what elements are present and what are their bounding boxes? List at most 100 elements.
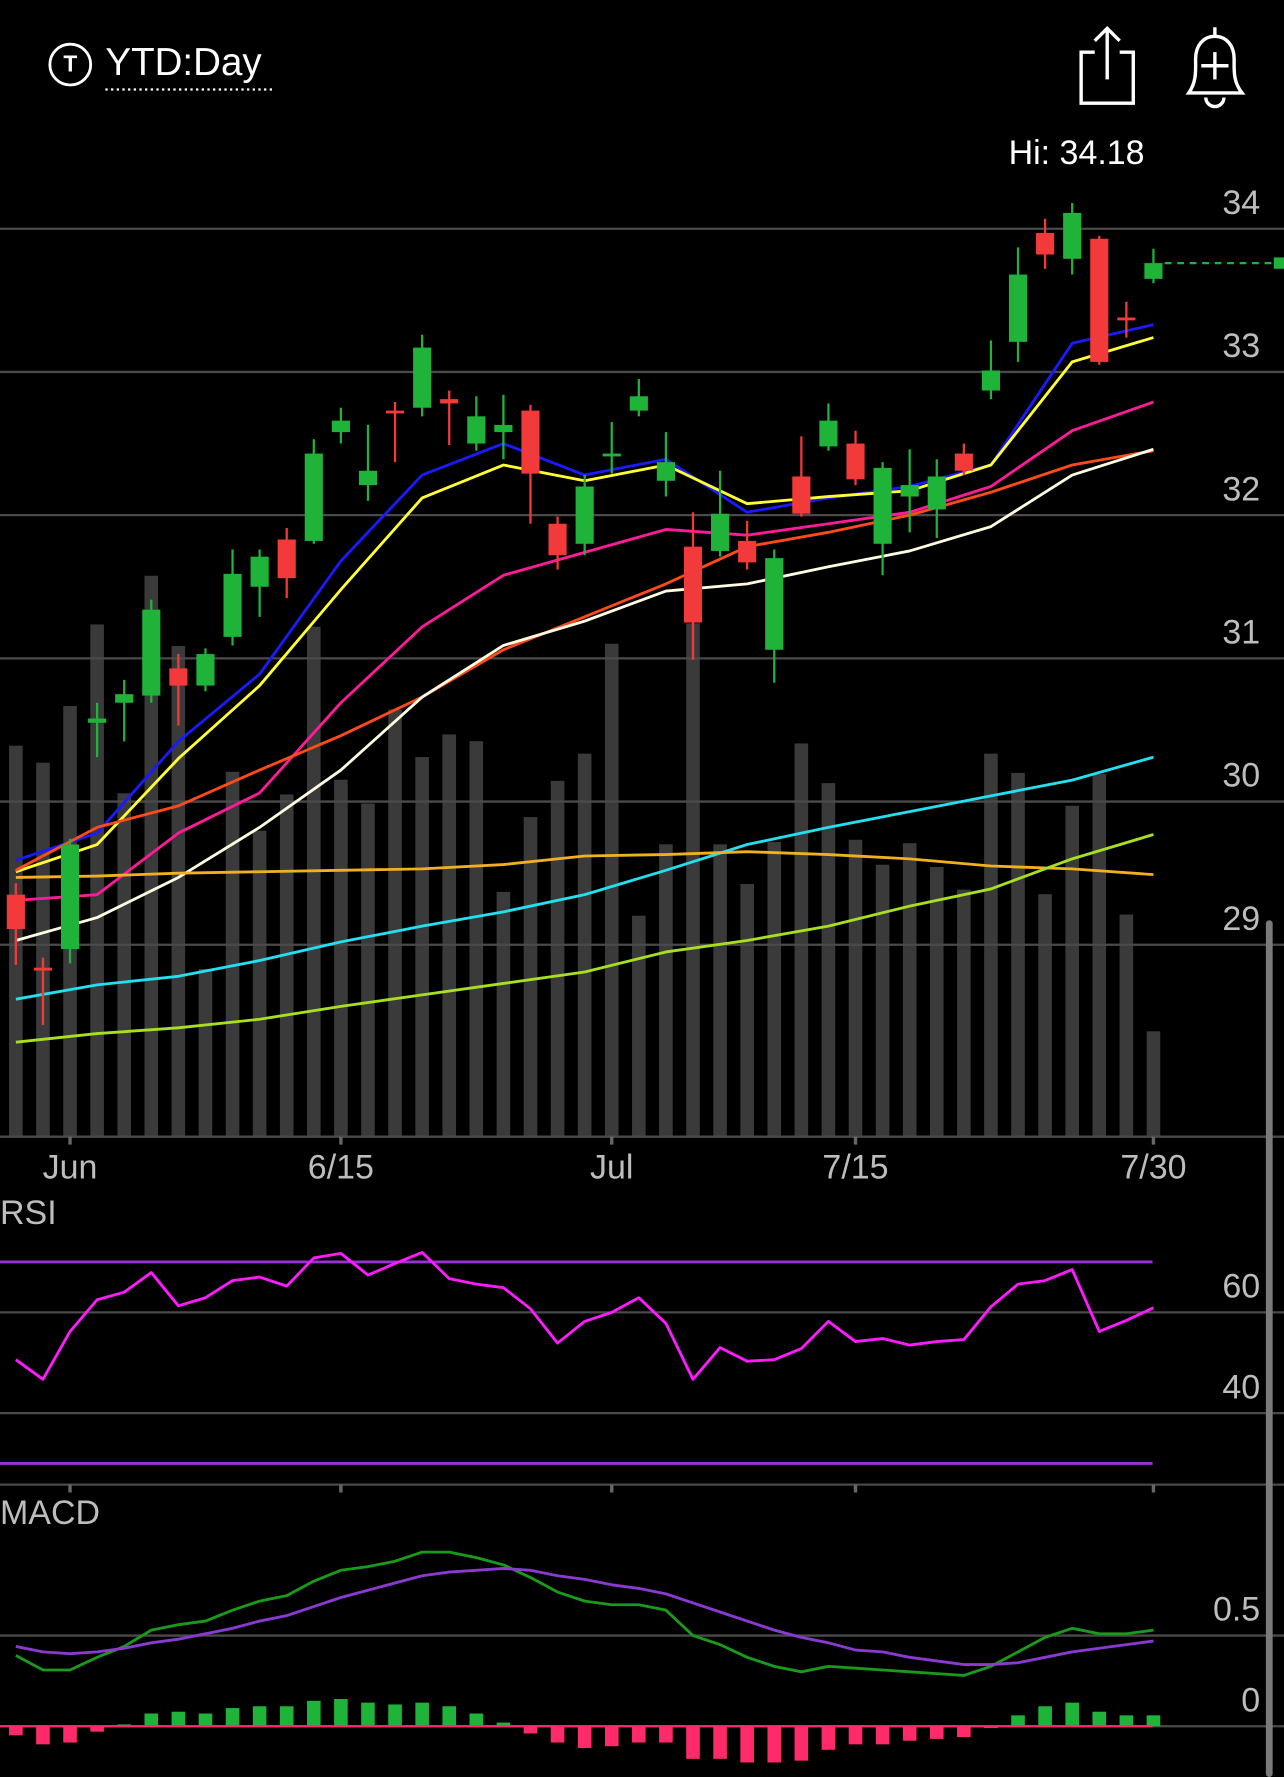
volume-bar xyxy=(767,842,782,1137)
candle-body xyxy=(1117,317,1136,321)
histogram-bar xyxy=(957,1726,971,1738)
volume-bar xyxy=(821,783,836,1137)
histogram-bar xyxy=(1065,1702,1079,1727)
histogram-bar xyxy=(794,1726,809,1761)
volume-bar xyxy=(496,891,511,1137)
histogram-bar xyxy=(713,1726,727,1759)
volume-bar xyxy=(442,734,457,1137)
volume-bar xyxy=(713,844,727,1137)
histogram-bar xyxy=(388,1704,402,1727)
candle-body xyxy=(142,609,161,696)
moving-average-line xyxy=(15,447,1154,942)
histogram-bar xyxy=(171,1711,186,1727)
y-tick-label: 29 xyxy=(1222,900,1260,938)
candle-body xyxy=(440,399,459,404)
histogram-bar xyxy=(577,1726,592,1748)
volume-bar xyxy=(415,757,429,1137)
candle-body xyxy=(88,718,107,723)
histogram-bar xyxy=(523,1726,538,1734)
y-tick-label: 32 xyxy=(1222,470,1260,508)
histogram-bar xyxy=(821,1726,836,1750)
volume-bar xyxy=(90,624,104,1137)
candle-body xyxy=(873,467,892,544)
share-button[interactable] xyxy=(1079,25,1135,105)
volume-bar xyxy=(388,709,402,1137)
macd-line xyxy=(15,1550,1154,1677)
histogram-bar xyxy=(442,1706,457,1727)
symbol-icon: T xyxy=(63,51,77,77)
histogram-bar xyxy=(1011,1715,1025,1727)
candle-body xyxy=(6,894,25,930)
candle-body xyxy=(683,546,703,623)
range-selector[interactable]: YTD:Day xyxy=(105,41,262,84)
volume-bar xyxy=(523,817,538,1137)
candle-body xyxy=(1090,238,1109,362)
candle-body xyxy=(385,410,405,414)
bell-clapper xyxy=(1204,97,1226,109)
volume-bar xyxy=(929,866,944,1137)
volume-bar xyxy=(1092,774,1107,1137)
volume-bar xyxy=(171,645,186,1137)
volume-bar xyxy=(361,803,375,1137)
volume-bar xyxy=(1146,1031,1161,1137)
candle-body xyxy=(656,462,675,481)
x-tick-label: 7/30 xyxy=(1120,1149,1186,1187)
volume-bar xyxy=(632,915,646,1137)
bell xyxy=(1185,27,1246,95)
symbol-button[interactable]: T xyxy=(48,42,93,87)
candle-body xyxy=(169,668,188,686)
volume-bar xyxy=(902,843,917,1137)
x-tick-label: Jul xyxy=(590,1149,633,1187)
volume-bar xyxy=(686,623,700,1137)
volume-bar xyxy=(1119,914,1134,1137)
candle-body xyxy=(575,486,594,544)
y-tick-label: 0 xyxy=(1241,1681,1260,1719)
candle-body xyxy=(60,844,80,950)
volume-bar xyxy=(225,771,240,1137)
candle-body xyxy=(413,347,432,408)
y-tick-label: 33 xyxy=(1222,327,1260,365)
volume-bar xyxy=(957,889,971,1137)
candle-body xyxy=(1036,233,1055,255)
panel-title: RSI xyxy=(0,1194,57,1232)
y-tick-label: 40 xyxy=(1222,1368,1260,1406)
share-arrow xyxy=(1093,25,1121,80)
volume-bar xyxy=(875,864,890,1137)
histogram-bar xyxy=(225,1708,240,1727)
volume-bar xyxy=(334,779,348,1137)
volume-bar xyxy=(550,780,565,1137)
volume-bar xyxy=(1065,805,1079,1137)
histogram-bar xyxy=(740,1726,754,1763)
candle-body xyxy=(819,420,838,447)
volume-bar xyxy=(117,793,132,1137)
histogram-bar xyxy=(686,1726,700,1759)
histogram-bar xyxy=(496,1722,511,1727)
y-tick-label: 31 xyxy=(1222,614,1260,652)
volume-bar xyxy=(604,643,619,1137)
volume-bar xyxy=(36,762,50,1137)
candle-body xyxy=(954,453,973,471)
candle-body xyxy=(738,540,757,563)
plus-sign xyxy=(1201,52,1229,80)
histogram-bar xyxy=(1038,1706,1052,1727)
candle-body xyxy=(927,476,946,510)
panel-title: MACD xyxy=(0,1494,100,1532)
candle-body xyxy=(250,556,269,587)
x-tick-label: 7/15 xyxy=(822,1149,888,1187)
histogram-bar xyxy=(632,1726,646,1743)
histogram-bar xyxy=(875,1726,890,1745)
candle-body xyxy=(846,443,865,480)
histogram-bar xyxy=(36,1726,50,1745)
candle-body xyxy=(1063,212,1082,259)
histogram-bar xyxy=(361,1702,375,1727)
histogram-bar xyxy=(9,1726,23,1736)
candle-body xyxy=(1144,263,1163,279)
histogram-bar xyxy=(902,1726,917,1741)
volume-bar xyxy=(740,883,754,1137)
histogram-bar xyxy=(604,1726,619,1747)
moving-average-line xyxy=(15,449,1154,872)
moving-average-line xyxy=(15,850,1154,879)
symbol-icon-ring xyxy=(48,42,93,87)
volume-bar xyxy=(794,743,809,1137)
alert-button[interactable] xyxy=(1185,27,1246,109)
